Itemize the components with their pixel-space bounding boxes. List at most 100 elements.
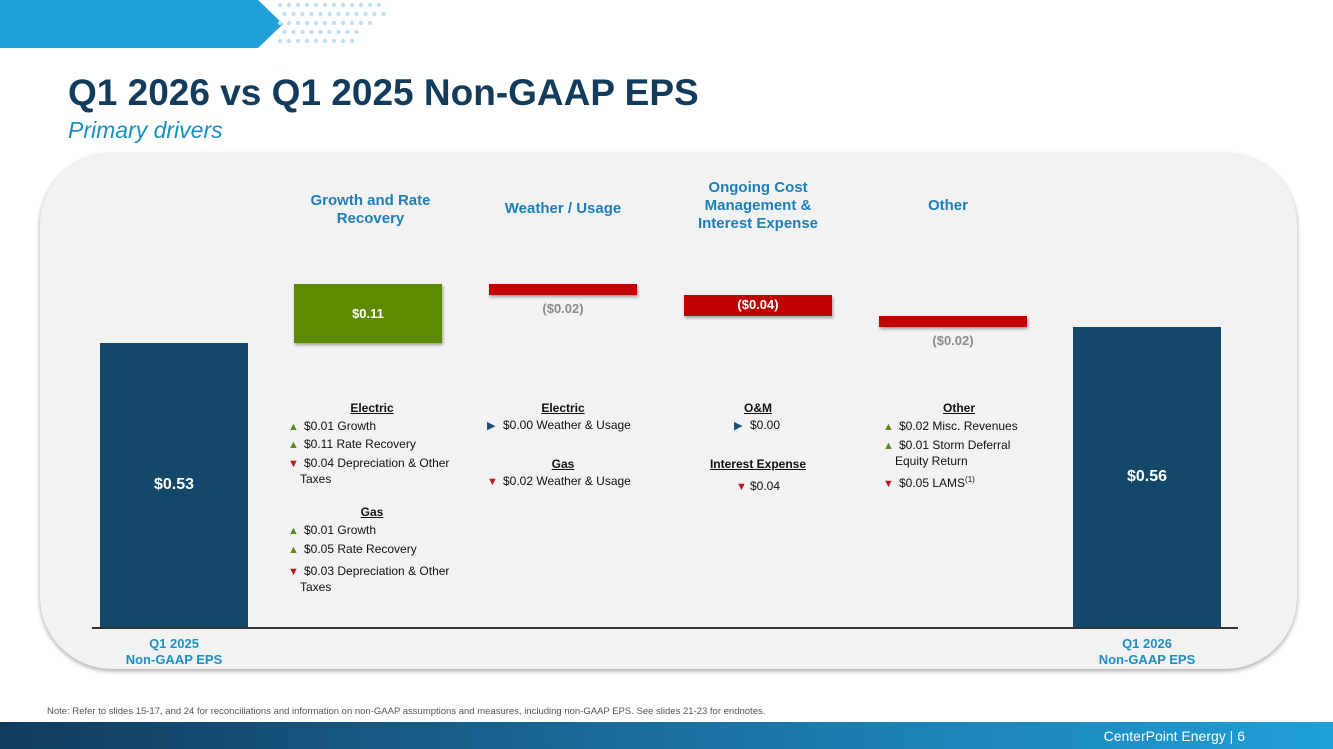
decoration-dot <box>331 38 337 44</box>
up-triangle-icon: ▲ <box>288 544 299 556</box>
right-triangle-icon: ▶ <box>734 420 743 432</box>
axis-label-q1-2026: Q1 2026 Non-GAAP EPS <box>1073 636 1221 668</box>
decoration-dot <box>349 38 355 44</box>
axis-label-q1-2025: Q1 2025 Non-GAAP EPS <box>100 636 248 668</box>
decoration-dot <box>345 29 350 35</box>
footnote-marker: (1) <box>965 475 975 484</box>
decoration-dot <box>309 11 314 17</box>
footnote: Note: Refer to slides 15-17, and 24 for … <box>47 706 766 717</box>
decoration-dot <box>340 20 346 26</box>
header-cost-management: Ongoing Cost Management & Interest Expen… <box>697 179 819 232</box>
decoration-dot <box>358 2 364 8</box>
decoration-dot <box>291 29 296 35</box>
total-bar <box>100 343 248 627</box>
up-triangle-icon: ▲ <box>288 421 299 433</box>
decoration-dot <box>336 29 341 35</box>
total-bar <box>1073 326 1221 627</box>
decoration-dot <box>322 2 328 8</box>
decoration-dot <box>286 20 292 26</box>
decoration-dot <box>367 2 373 8</box>
driver-text: $0.01 Storm Deferral <box>899 438 1011 452</box>
decoration-dot <box>277 2 283 8</box>
driver-heading-om: O&M <box>744 401 772 415</box>
header-weather-usage: Weather / Usage <box>504 200 622 217</box>
down-triangle-icon: ▼ <box>288 566 299 578</box>
driver-text: $0.00 <box>750 418 781 432</box>
driver-text: $0.03 Depreciation & Other <box>304 564 450 578</box>
driver-item: ▼ $0.02 Weather & Usage <box>487 474 631 490</box>
axis-label-line: Q1 2026 <box>1122 636 1172 651</box>
decoration-dot <box>349 20 355 26</box>
driver-item: ▼ $0.03 Depreciation & Other Taxes <box>288 564 449 595</box>
company-name: CenterPoint Energy <box>1103 728 1226 744</box>
driver-item: ▶ $0.00 <box>734 418 780 434</box>
decoration-dot <box>354 29 359 35</box>
decoration-dot <box>304 38 310 44</box>
decrease-bar <box>684 294 832 317</box>
driver-text-continued: Taxes <box>300 472 332 486</box>
driver-heading-other: Other <box>942 401 975 415</box>
decoration-dot <box>304 20 310 26</box>
down-triangle-icon: ▼ <box>288 458 299 470</box>
bar-value-label: $0.53 <box>153 476 195 493</box>
decoration-dot <box>331 20 337 26</box>
decoration-dot <box>309 29 314 35</box>
increase-bar <box>294 284 442 343</box>
up-triangle-icon: ▲ <box>288 439 299 451</box>
driver-text: $0.05 LAMS <box>899 476 966 490</box>
driver-text-continued: Equity Return <box>895 454 968 468</box>
right-triangle-icon: ▶ <box>487 420 496 432</box>
driver-heading-gas: Gas <box>360 505 384 519</box>
bar-value-label: ($0.04) <box>737 297 779 313</box>
decoration-dot <box>318 29 323 35</box>
decrease-bar <box>489 284 637 295</box>
decoration-dot <box>313 20 319 26</box>
decoration-dot <box>345 11 350 17</box>
driver-item: ▲ $0.05 Rate Recovery <box>288 542 417 558</box>
decoration-dot <box>286 38 292 44</box>
bar-value-label: $0.56 <box>1126 467 1168 485</box>
footer-bar <box>0 722 1333 749</box>
driver-text: $0.02 Weather & Usage <box>503 474 631 488</box>
decoration-dot <box>282 11 287 17</box>
driver-item: ▲ $0.02 Misc. Revenues <box>883 419 1018 435</box>
decoration-dot <box>340 38 346 44</box>
decoration-dot <box>336 11 341 17</box>
driver-text: $0.04 Depreciation & Other <box>304 456 450 470</box>
driver-item: ▲ $0.01 Growth <box>288 523 376 539</box>
down-triangle-icon: ▼ <box>883 478 894 490</box>
decoration-dot <box>282 29 287 35</box>
decoration-dot <box>300 11 305 17</box>
chart-baseline <box>92 627 1238 629</box>
header-growth-rate-recovery: Growth and Rate Recovery <box>310 192 431 227</box>
decoration-dot <box>322 20 328 26</box>
decoration-dot <box>363 11 368 17</box>
axis-label-line: Q1 2025 <box>149 636 199 651</box>
decoration-dot <box>381 11 386 17</box>
driver-item: ▼ $0.05 LAMS(1) <box>883 472 975 492</box>
decoration-dot <box>340 2 346 8</box>
decoration-dot <box>295 2 301 8</box>
driver-heading-gas: Gas <box>551 457 575 471</box>
driver-text-continued: Taxes <box>300 580 332 594</box>
decoration-dot <box>286 2 292 8</box>
decoration-dot <box>277 20 283 26</box>
decoration-dot <box>367 20 373 26</box>
driver-item: ▶ $0.00 Weather & Usage <box>487 418 631 434</box>
axis-label-line: Non-GAAP EPS <box>1098 652 1196 667</box>
decoration-dot <box>376 2 382 8</box>
decoration-dot <box>313 38 319 44</box>
bar-value-label: ($0.02) <box>542 300 584 316</box>
up-triangle-icon: ▲ <box>288 525 299 537</box>
decoration-dot <box>291 11 296 17</box>
bar-value-label: $0.11 <box>352 305 384 321</box>
decoration-dot <box>277 38 283 44</box>
header-other: Other <box>927 197 968 214</box>
bar-value-label: ($0.02) <box>932 332 974 348</box>
decoration-dot <box>372 11 377 17</box>
driver-heading-interest-expense: Interest Expense <box>709 457 807 471</box>
decoration-dot <box>304 2 310 8</box>
decoration-dot <box>358 20 364 26</box>
decoration-dot <box>349 2 355 8</box>
decoration-dot <box>327 11 332 17</box>
